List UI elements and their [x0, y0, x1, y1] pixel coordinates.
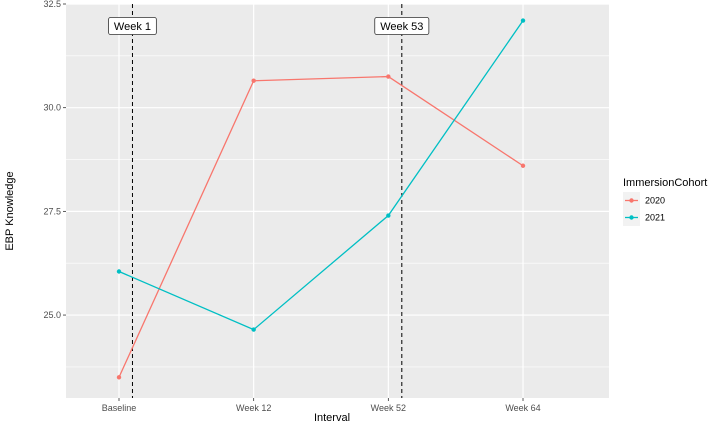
- data-point-2020: [520, 163, 526, 168]
- legend-key-point: [629, 215, 634, 220]
- y-tick-label: 32.5: [43, 0, 61, 9]
- annotation-label: Week 53: [380, 21, 423, 33]
- minor-gridlines: [66, 55, 609, 368]
- y-axis-title: EBP Knowledge: [4, 171, 16, 250]
- annotation-labels: Week 1 Week 53: [108, 17, 430, 35]
- annotation-box: [374, 17, 430, 35]
- annotation-box: [108, 17, 157, 35]
- y-tick-label: 30.0: [43, 103, 61, 113]
- series-line-2021: [118, 20, 524, 331]
- data-point-2020: [386, 74, 391, 79]
- data-point-2020: [251, 78, 256, 83]
- data-point-2021: [386, 213, 391, 218]
- y-tick-label: 27.5: [43, 206, 61, 216]
- x-tick-label: Week 52: [371, 403, 406, 413]
- series-points: [116, 18, 526, 380]
- y-axis: 25.0 27.5 30.0 32.5: [43, 0, 66, 320]
- x-tick-label: Week 64: [505, 403, 540, 413]
- y-tick-label: 25.0: [43, 310, 61, 320]
- plot-panel: [66, 4, 609, 398]
- legend-label-2021: 2021: [645, 213, 665, 223]
- x-axis-title: Interval: [314, 412, 350, 424]
- series-lines: [118, 20, 524, 378]
- series-line-2020: [118, 75, 524, 378]
- x-tick-label: Week 12: [236, 403, 271, 413]
- data-point-2021: [116, 269, 122, 274]
- major-gridlines: [66, 3, 609, 398]
- legend: ImmersionCohort 2020 2021: [623, 177, 707, 226]
- data-point-2021: [520, 18, 526, 23]
- legend-label-2020: 2020: [645, 196, 665, 206]
- data-point-2021: [251, 327, 256, 332]
- annotation-label: Week 1: [114, 21, 151, 33]
- legend-key-point: [629, 198, 634, 203]
- data-point-2020: [116, 375, 122, 380]
- annotation-lines: [131, 4, 403, 398]
- legend-title: ImmersionCohort: [623, 177, 707, 189]
- x-tick-label: Baseline: [102, 403, 137, 413]
- x-axis: Baseline Week 12 Week 52 Week 64: [102, 398, 541, 413]
